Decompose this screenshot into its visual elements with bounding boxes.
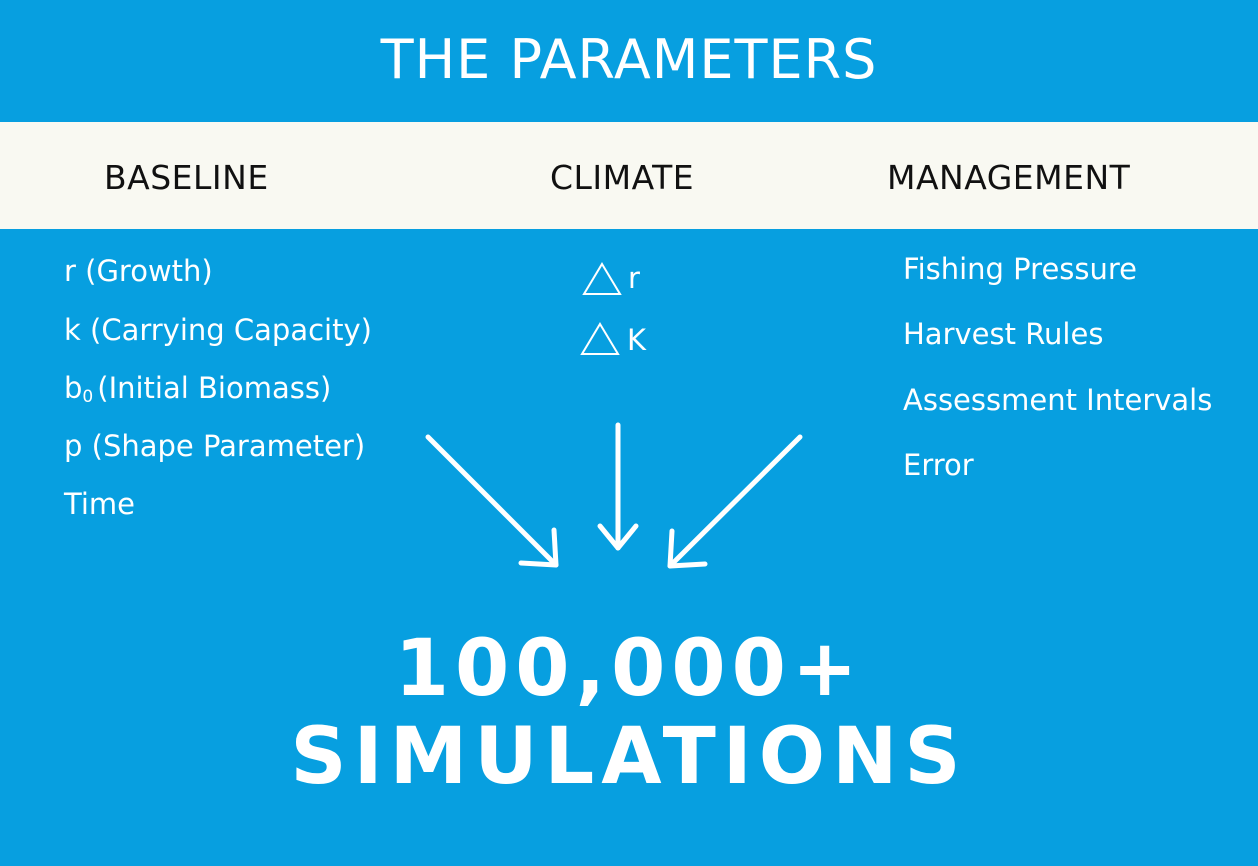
baseline-item-shape-parameter: p (Shape Parameter) [64, 429, 366, 463]
biomass-subscript: 0 [82, 387, 94, 407]
triangle-icon [582, 262, 622, 295]
baseline-heading: BASELINE [104, 158, 269, 197]
arrow-from-management [667, 434, 803, 569]
arrow-from-baseline [425, 434, 559, 568]
climate-heading: CLIMATE [550, 158, 695, 197]
management-item-assessment-intervals: Assessment Intervals [903, 383, 1213, 417]
page-title: THE PARAMETERS [380, 28, 878, 91]
result-label: SIMULATIONS [290, 712, 968, 802]
result-count: 100,000+ [394, 624, 864, 714]
climate-item-k: K [627, 323, 647, 357]
management-item-fishing-pressure: Fishing Pressure [903, 252, 1138, 286]
management-heading: MANAGEMENT [887, 158, 1131, 197]
baseline-item-initial-biomass: b0 (Initial Biomass) [64, 370, 331, 406]
triangle-icon [580, 322, 620, 355]
baseline-item-carrying-capacity: k (Carrying Capacity) [64, 313, 372, 347]
management-item-error: Error [903, 448, 974, 482]
header-band [0, 122, 1258, 229]
baseline-item-time: Time [64, 487, 135, 521]
biomass-symbol: b [64, 371, 83, 405]
biomass-label: (Initial Biomass) [97, 371, 332, 405]
baseline-item-growth: r (Growth) [64, 254, 213, 288]
climate-item-r: r [628, 261, 640, 295]
management-item-harvest-rules: Harvest Rules [903, 317, 1104, 351]
arrow-from-climate [597, 422, 639, 551]
